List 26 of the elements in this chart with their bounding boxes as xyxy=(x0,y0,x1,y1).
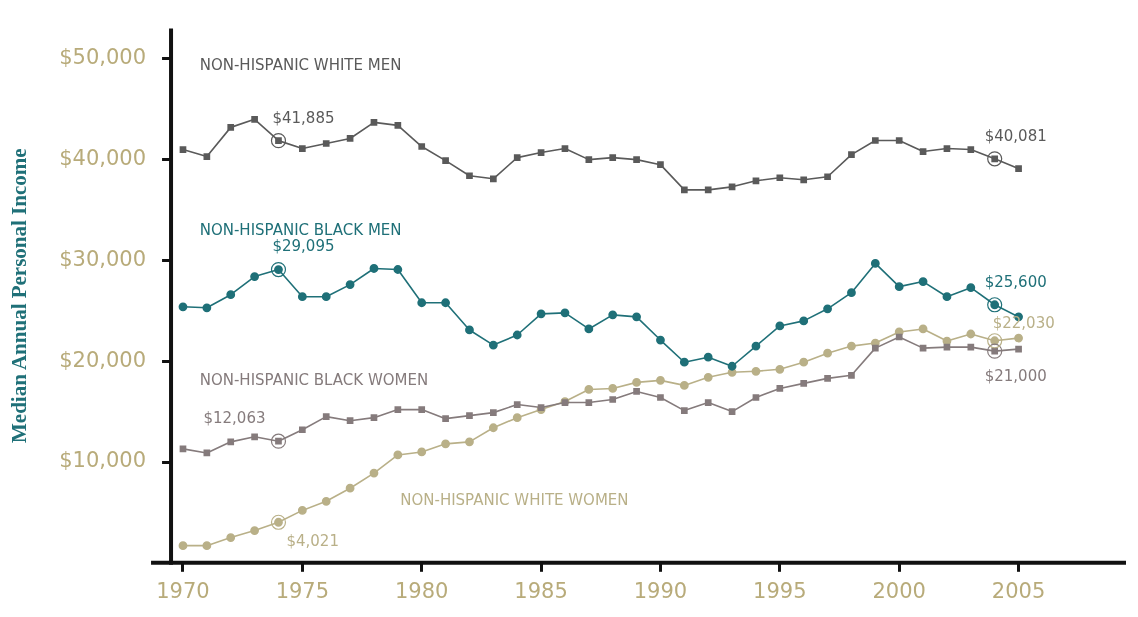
series-label: NON-HISPANIC BLACK MEN xyxy=(199,221,402,240)
data-label: $12,063 xyxy=(203,409,266,428)
text: NON-HISPANIC WHITE MEN xyxy=(199,55,402,74)
y-tick-label: $50,000 xyxy=(59,45,147,70)
y-tick-label: $40,000 xyxy=(59,146,147,171)
x-tick-label: 1980 xyxy=(394,578,449,603)
series-label: NON-HISPANIC WHITE WOMEN xyxy=(400,491,629,510)
x-tick-label: 2000 xyxy=(872,578,926,603)
y-axis-title: Median Annual Personal Income xyxy=(7,148,32,443)
y-tick-label: $10,000 xyxy=(59,448,147,473)
x-tick-label: 1995 xyxy=(753,578,807,603)
data-label: $4,021 xyxy=(286,532,339,551)
series-label: NON-HISPANIC BLACK WOMEN xyxy=(199,371,429,390)
x-tick-label: 2005 xyxy=(991,578,1046,603)
x-tick-label: 1975 xyxy=(275,578,330,603)
x-tick-label: 1970 xyxy=(156,578,210,603)
x-tick-label: 1990 xyxy=(633,578,688,603)
data-label: $41,885 xyxy=(272,108,335,127)
data-label: $29,095 xyxy=(272,237,335,256)
data-label: $22,030 xyxy=(992,313,1055,332)
x-tick-label: 1985 xyxy=(514,578,568,603)
data-label: $25,600 xyxy=(984,272,1047,291)
data-label: $40,081 xyxy=(984,126,1047,145)
y-tick-label: $30,000 xyxy=(59,246,147,271)
y-tick-label: $20,000 xyxy=(59,347,147,372)
data-label: $21,000 xyxy=(984,367,1047,386)
